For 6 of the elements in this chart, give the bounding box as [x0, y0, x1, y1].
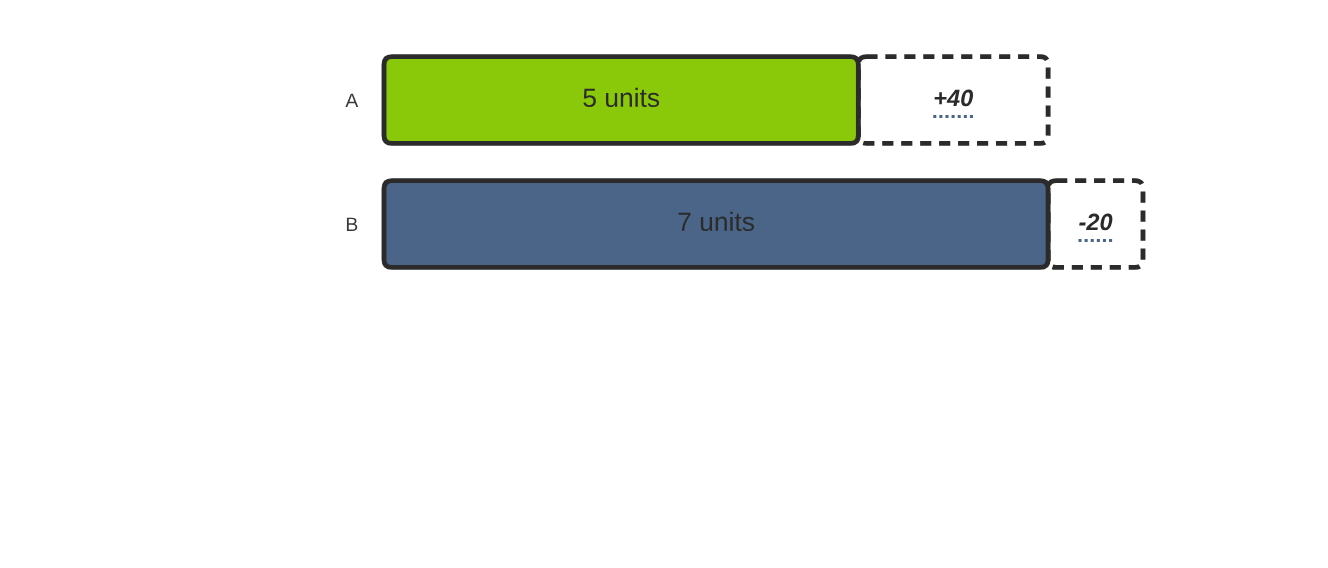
- y-tick-label: B: [346, 217, 358, 232]
- data-label: 5 units: [583, 87, 660, 108]
- y-tick-label: A: [345, 93, 359, 108]
- data-label: 7 units: [678, 211, 754, 232]
- annotation: -20: [1079, 213, 1113, 231]
- annotation: +40: [934, 89, 974, 107]
